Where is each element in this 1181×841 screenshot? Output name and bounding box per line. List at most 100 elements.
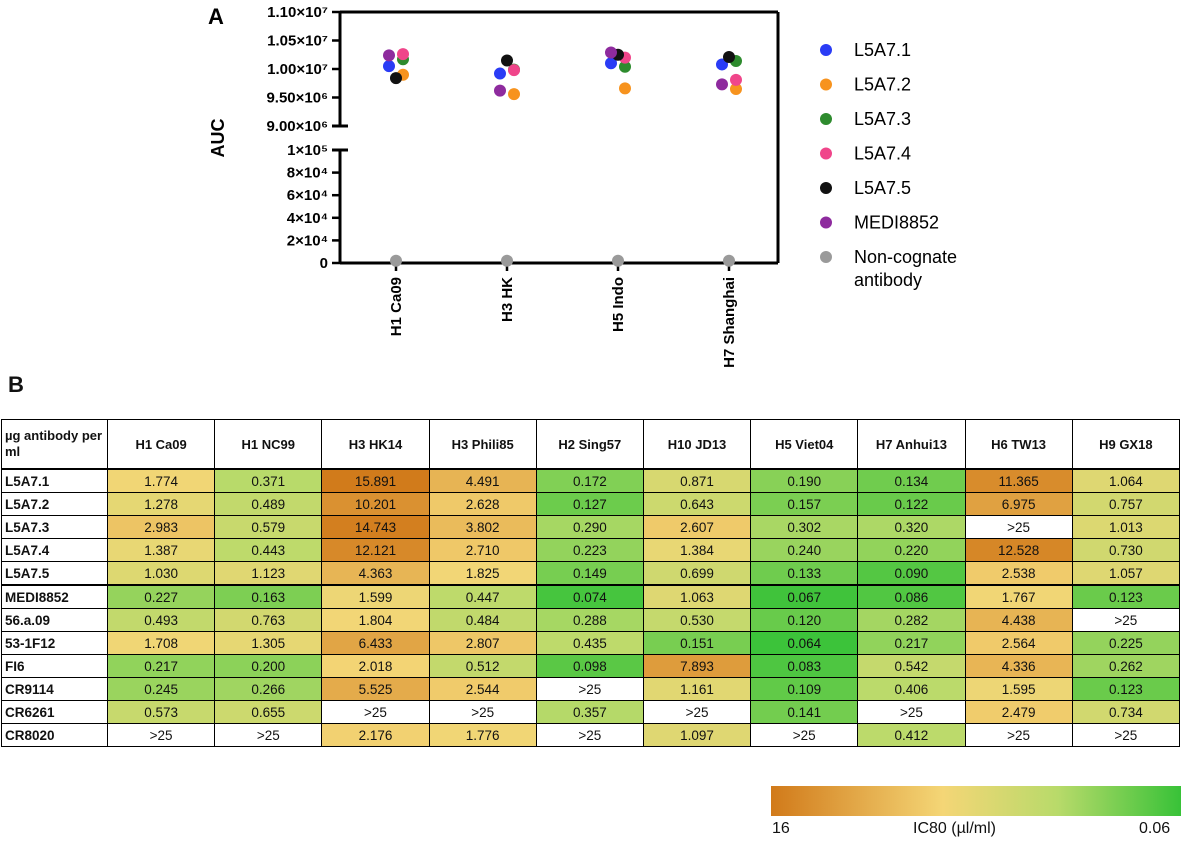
table-cell: 0.406 (857, 677, 966, 701)
table-cell: 0.655 (214, 700, 323, 724)
data-point-medi8852 (494, 84, 506, 97)
data-point-l5a7-4 (508, 64, 520, 77)
table-cell: 0.227 (106, 584, 216, 609)
data-point-non-cognate (723, 254, 735, 267)
row-label: CR6261 (1, 700, 108, 724)
table-cell: >25 (750, 723, 859, 747)
table-cell: 0.122 (857, 492, 966, 516)
table-cell: 2.710 (428, 538, 537, 562)
ic80-table: µg antibody per ml H1 Ca09 H1 NC99 H3 HK14… (1, 419, 1181, 747)
table-cell: 2.538 (964, 561, 1073, 586)
table-cell: 3.802 (428, 515, 537, 539)
data-point-l5a7-5 (723, 51, 735, 64)
column-header: H3 Phili85 (428, 419, 537, 470)
table-cell: 2.983 (106, 515, 216, 539)
table-cell: 0.223 (535, 538, 644, 562)
table-cell: >25 (1071, 608, 1181, 632)
table-cell: 7.893 (642, 654, 752, 678)
table-cell: 10.201 (321, 492, 430, 516)
table-cell: 4.336 (964, 654, 1073, 678)
table-cell: 1.161 (642, 677, 752, 701)
table-cell: 4.491 (428, 468, 537, 493)
table-cell: 0.530 (642, 608, 752, 632)
table-cell: 0.443 (214, 538, 323, 562)
table-cell: 0.871 (642, 468, 752, 493)
table-cell: 0.127 (535, 492, 644, 516)
table-cell: 0.288 (535, 608, 644, 632)
table-row: CR9114 0.245 0.266 5.525 2.544 >25 1.161 0.109 0… (1, 677, 1181, 701)
table-cell: 0.573 (106, 700, 216, 724)
table-cell: 0.086 (857, 584, 966, 609)
row-label: 53-1F12 (1, 631, 108, 655)
y-axis-title: AUC (208, 119, 228, 158)
legend-marker (820, 147, 832, 160)
table-cell: 2.628 (428, 492, 537, 516)
table-cell: 4.438 (964, 608, 1073, 632)
legend-label: L5A7.5 (854, 178, 911, 198)
column-header: H3 HK14 (321, 419, 430, 470)
table-cell: >25 (535, 677, 644, 701)
table-cell: 1.305 (214, 631, 323, 655)
table-cell: 1.063 (642, 584, 752, 609)
table-cell: 1.013 (1071, 515, 1181, 539)
x-tick-label: H5 Indo (610, 277, 627, 332)
legend-marker (820, 44, 832, 56)
table-cell: 0.141 (750, 700, 859, 724)
table-cell: 0.245 (106, 677, 216, 701)
table-cell: 0.240 (750, 538, 859, 562)
table-cell: 1.278 (106, 492, 216, 516)
data-point-l5a7-2 (508, 88, 520, 101)
table-cell: 0.447 (428, 584, 537, 609)
table-cell: 5.525 (321, 677, 430, 701)
y-upper-tick-label: 9.00×10⁶ (266, 118, 328, 135)
table-cell: 6.433 (321, 631, 430, 655)
table-header-row: µg antibody per ml H1 Ca09 H1 NC99 H3 HK14… (1, 419, 1181, 470)
panel-b-label: B (8, 372, 24, 397)
row-label: CR8020 (1, 723, 108, 747)
data-point-l5a7-4 (730, 73, 742, 86)
table-cell: >25 (642, 700, 752, 724)
column-header: H6 TW13 (964, 419, 1073, 470)
legend-label: L5A7.1 (854, 40, 911, 60)
table-cell: 1.384 (642, 538, 752, 562)
legend-label: L5A7.3 (854, 109, 911, 129)
table-cell: 0.484 (428, 608, 537, 632)
table-cell: 1.804 (321, 608, 430, 632)
table-cell: 2.176 (321, 723, 430, 747)
table-cell: 0.493 (106, 608, 216, 632)
table-cell: >25 (428, 700, 537, 724)
data-point-l5a7-2 (619, 82, 631, 95)
legend-label: Non-cognate antibody (854, 247, 957, 290)
colorbar-max-label: 0.06 (1139, 820, 1171, 837)
x-tick-label: H1 Ca09 (388, 277, 405, 336)
legend-label: L5A7.4 (854, 144, 911, 164)
legend-marker (820, 251, 832, 263)
table-row: 56.a.09 0.493 0.763 1.804 0.484 0.288 0.530 0.1… (1, 608, 1181, 632)
legend-marker (820, 182, 832, 194)
table-cell: 1.595 (964, 677, 1073, 701)
legend-label: L5A7.2 (854, 75, 911, 95)
column-header: H10 JD13 (642, 419, 752, 470)
table-cell: 0.262 (1071, 654, 1181, 678)
data-point-l5a7-5 (390, 72, 402, 85)
table-cell: 6.975 (964, 492, 1073, 516)
table-cell: 0.699 (642, 561, 752, 586)
table-cell: 0.371 (214, 468, 323, 493)
data-point-non-cognate (390, 254, 402, 267)
table-row: L5A7.1 1.774 0.371 15.891 4.491 0.172 0.871 0.1… (1, 468, 1181, 493)
table-cell: >25 (106, 723, 216, 747)
y-lower-tick-label: 8×10⁴ (287, 165, 328, 182)
table-cell: 0.357 (535, 700, 644, 724)
table-cell: 0.320 (857, 515, 966, 539)
table-cell: 0.734 (1071, 700, 1181, 724)
table-row: L5A7.5 1.030 1.123 4.363 1.825 0.149 0.699 0.13… (1, 561, 1181, 586)
data-point-non-cognate (501, 254, 513, 267)
table-cell: 1.123 (214, 561, 323, 586)
column-header: H1 NC99 (214, 419, 323, 470)
data-point-medi8852 (383, 49, 395, 62)
table-cell: 0.730 (1071, 538, 1181, 562)
table-cell: 1.767 (964, 584, 1073, 609)
row-label: MEDI8852 (1, 584, 108, 609)
row-label: L5A7.5 (1, 561, 108, 586)
table-row: MEDI8852 0.227 0.163 1.599 0.447 0.074 1.063 0.… (1, 584, 1181, 609)
